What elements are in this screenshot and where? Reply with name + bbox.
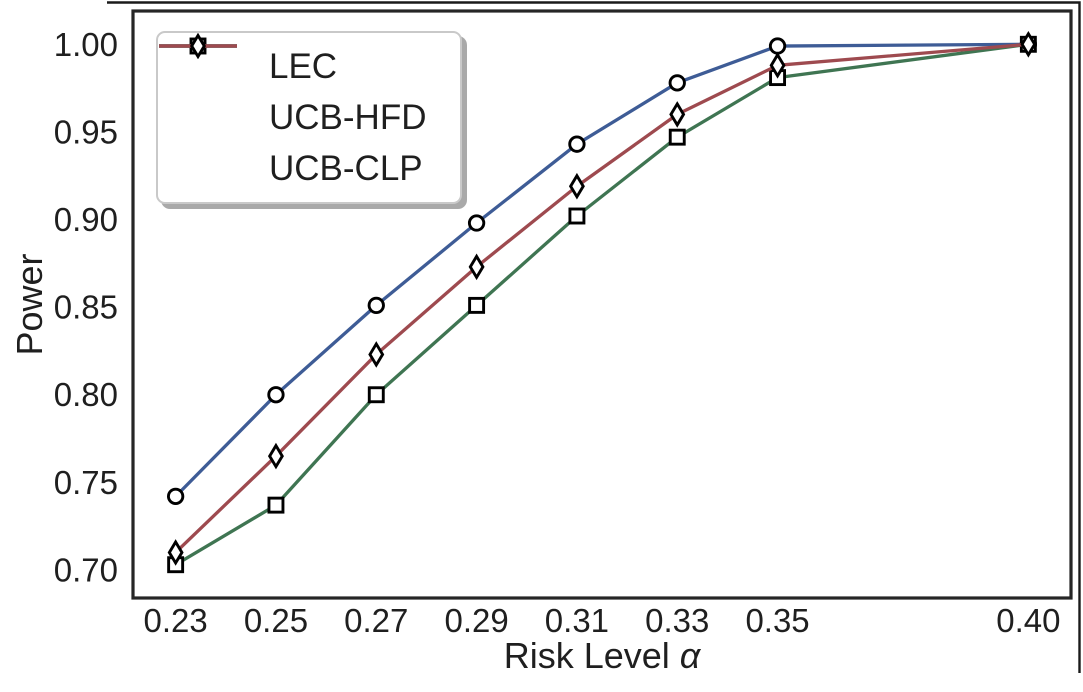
legend: LEC UCB-HFD UCB-CLP	[156, 31, 462, 204]
diamond-marker-icon	[669, 101, 686, 128]
x-tick-label: 0.35	[745, 602, 809, 639]
diamond-marker-icon	[368, 341, 385, 368]
legend-label-lec: LEC	[269, 47, 338, 86]
y-tick-label: 0.70	[54, 551, 118, 588]
ucb-hfd-square-marker-swatch-icon	[159, 37, 250, 131]
circle-marker-icon	[367, 296, 385, 315]
legend-label-ucb-hfd: UCB-HFD	[269, 98, 427, 137]
diamond-marker-icon	[568, 172, 585, 200]
diamond-marker-icon	[190, 33, 206, 59]
series-line-UCB-CLP	[173, 42, 1031, 555]
x-tick-label: 0.25	[244, 602, 308, 639]
square-marker-icon	[668, 128, 686, 146]
square-marker-icon	[267, 496, 285, 514]
outer-frame-partial	[107, 1, 1081, 673]
legend-entry-ucb-hfd: UCB-HFD	[159, 37, 448, 137]
y-tick-label: 0.95	[54, 113, 118, 150]
legend-label-ucb-clp: UCB-CLP	[269, 149, 423, 188]
y-tick-label: 0.90	[54, 201, 118, 238]
square-marker-icon	[468, 296, 486, 314]
y-tick-label: 0.75	[54, 464, 118, 501]
legend-entry-ucb-clp: UCB-CLP	[159, 33, 448, 188]
circle-marker-icon	[267, 386, 285, 404]
y-axis-label: Power	[9, 253, 50, 355]
circle-marker-icon	[568, 135, 586, 153]
diamond-marker-icon	[468, 253, 485, 281]
series-line-LEC	[173, 42, 1031, 499]
circle-marker-icon	[166, 487, 185, 506]
circle-marker-icon	[768, 37, 787, 55]
x-tick-label: 0.33	[645, 602, 709, 639]
y-tick-label: 1.00	[54, 26, 118, 63]
diamond-marker-icon	[167, 539, 184, 566]
ucb-clp-diamond-marker-swatch-icon	[159, 33, 250, 182]
y-tick-label: 0.85	[54, 289, 118, 326]
x-axis-label: Risk Level α	[504, 635, 702, 676]
legend-swatch-UCB-CLP	[159, 33, 237, 59]
y-tick-label: 0.80	[54, 376, 118, 413]
diamond-marker-icon	[769, 52, 786, 79]
diamond-marker-icon	[1020, 30, 1037, 58]
x-tick-label: 0.23	[144, 602, 208, 639]
axes-spines	[131, 9, 1073, 600]
x-tick-label: 0.40	[996, 602, 1060, 639]
circle-marker-icon	[467, 214, 486, 232]
diamond-marker-icon	[267, 442, 284, 470]
x-tick-label: 0.29	[444, 602, 508, 639]
x-tick-label: 0.27	[344, 602, 408, 639]
square-marker-icon	[367, 386, 385, 404]
series-line-UCB-HFD	[173, 42, 1031, 567]
circle-marker-icon	[668, 74, 686, 92]
x-tick-label: 0.31	[545, 602, 609, 639]
square-marker-icon	[568, 207, 586, 225]
